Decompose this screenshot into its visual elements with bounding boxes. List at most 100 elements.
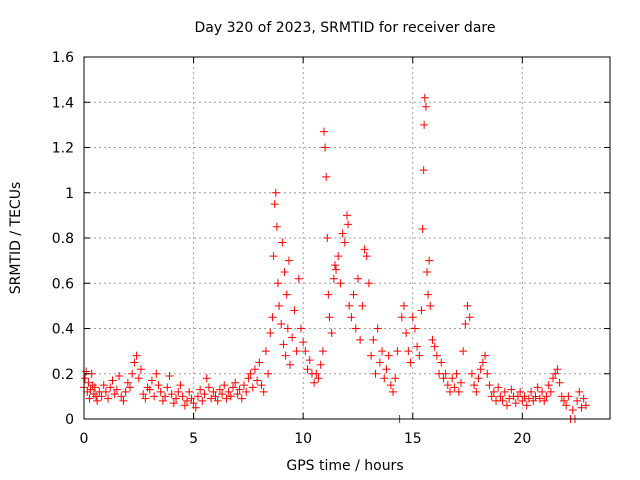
data-point <box>465 313 474 322</box>
data-point <box>282 290 291 299</box>
data-point <box>145 385 154 394</box>
y-tick-label: 0.4 <box>52 322 74 338</box>
data-point <box>478 358 487 367</box>
data-point <box>456 378 465 387</box>
data-point <box>233 390 242 399</box>
axis-ticks: 0 0.2 0.4 0.6 0.8 1 1.2 1.4 1.6 0 5 10 15 20 <box>52 50 610 447</box>
data-point <box>546 387 555 396</box>
data-point <box>418 224 427 233</box>
data-point <box>286 360 295 369</box>
data-point <box>533 383 542 392</box>
data-point <box>559 396 568 405</box>
data-point <box>143 383 152 392</box>
data-point <box>516 387 525 396</box>
data-point <box>358 301 367 310</box>
data-point <box>402 329 411 338</box>
data-point <box>573 396 582 405</box>
data-point <box>344 220 353 229</box>
data-point <box>421 102 430 111</box>
data-point <box>198 396 207 405</box>
data-point <box>378 347 387 356</box>
data-point <box>158 396 167 405</box>
data-point <box>386 381 395 390</box>
data-point <box>399 301 408 310</box>
data-point <box>271 188 280 197</box>
data-point <box>577 403 586 412</box>
data-point <box>494 383 503 392</box>
data-point <box>108 376 117 385</box>
data-point <box>443 381 452 390</box>
data-point <box>481 351 490 360</box>
data-point <box>404 347 413 356</box>
data-point <box>356 335 365 344</box>
data-point <box>420 120 429 129</box>
data-point <box>329 274 338 283</box>
data-point <box>531 392 540 401</box>
data-point <box>106 383 115 392</box>
data-point <box>522 401 531 410</box>
data-point <box>294 274 303 283</box>
data-point <box>288 333 297 342</box>
data-point <box>121 387 130 396</box>
data-point <box>281 351 290 360</box>
data-point <box>343 211 351 220</box>
data-point <box>310 378 319 387</box>
data-point <box>250 365 259 374</box>
x-tick-label: 20 <box>513 431 531 447</box>
data-point <box>417 306 426 315</box>
data-point <box>231 378 240 387</box>
data-point <box>264 369 273 378</box>
data-point <box>154 381 163 390</box>
data-point <box>323 234 332 242</box>
data-point <box>336 279 345 288</box>
data-point <box>568 405 577 414</box>
data-point <box>318 347 327 356</box>
data-point <box>104 394 113 403</box>
data-point <box>360 245 369 254</box>
data-point <box>187 394 196 403</box>
data-point <box>277 319 286 328</box>
data-point <box>474 374 483 383</box>
y-tick-label: 1.4 <box>52 95 74 111</box>
data-point <box>467 369 476 378</box>
data-point <box>84 378 93 387</box>
data-point <box>97 392 106 401</box>
data-point <box>325 313 334 322</box>
data-point <box>174 387 183 396</box>
data-point <box>382 365 391 374</box>
data-point <box>292 347 301 356</box>
data-point <box>439 374 448 383</box>
x-tick-label: 5 <box>189 431 198 447</box>
data-point <box>296 324 305 333</box>
data-point <box>575 387 584 396</box>
data-point <box>351 324 360 333</box>
data-point <box>432 351 441 360</box>
x-tick-label: 10 <box>294 431 312 447</box>
data-point <box>485 381 494 390</box>
data-point <box>266 329 275 338</box>
data-point <box>161 392 170 401</box>
data-point <box>349 290 358 299</box>
data-point <box>496 392 505 401</box>
data-point <box>362 252 371 261</box>
data-point <box>128 369 137 378</box>
data-point <box>278 238 287 247</box>
data-point <box>540 396 549 405</box>
data-point <box>364 279 373 288</box>
data-point <box>581 401 590 410</box>
data-point <box>229 383 238 392</box>
data-point <box>555 378 564 387</box>
data-point <box>538 387 547 396</box>
data-point <box>132 351 141 360</box>
y-tick-label: 1.6 <box>52 50 74 66</box>
data-point <box>305 356 314 365</box>
data-point <box>284 256 293 265</box>
data-point <box>330 261 339 270</box>
y-axis-label: SRMTID / TECUs <box>8 182 24 295</box>
data-point <box>562 401 571 410</box>
data-point <box>272 222 281 231</box>
data-point <box>446 387 455 396</box>
data-point <box>347 313 356 322</box>
data-point <box>259 387 268 396</box>
